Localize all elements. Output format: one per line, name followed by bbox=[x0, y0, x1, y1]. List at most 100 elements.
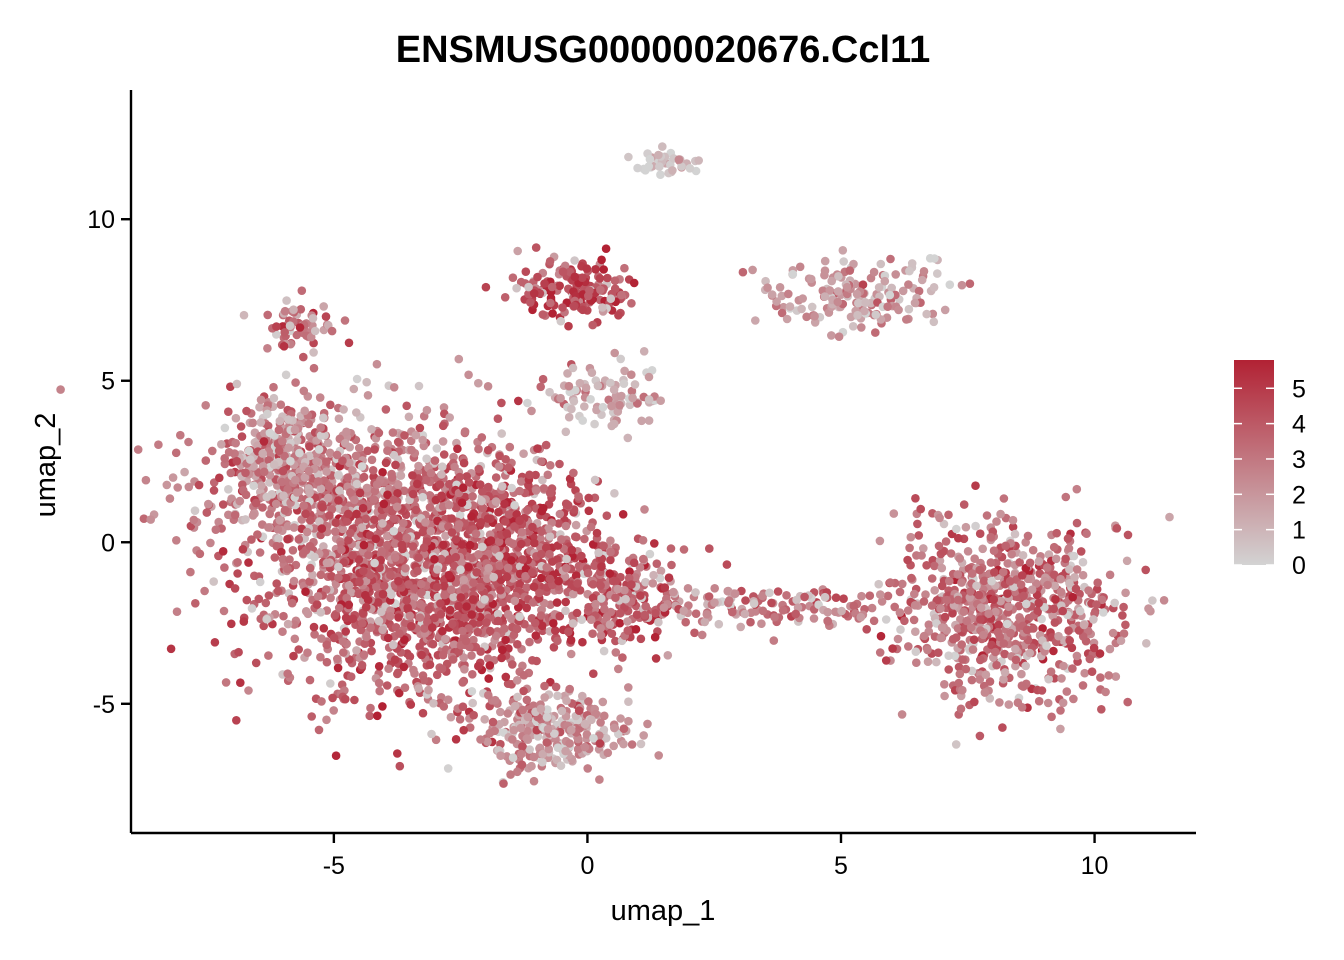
scatter-point bbox=[970, 554, 979, 563]
scatter-point bbox=[344, 509, 353, 519]
scatter-point bbox=[606, 294, 616, 304]
scatter-point bbox=[1049, 542, 1059, 552]
scatter-point bbox=[996, 596, 1005, 606]
scatter-point bbox=[538, 310, 548, 319]
scatter-point bbox=[1044, 674, 1053, 684]
scatter-point bbox=[690, 628, 699, 638]
scatter-point bbox=[359, 650, 369, 659]
scatter-point bbox=[332, 450, 342, 460]
scatter-point bbox=[358, 503, 368, 513]
scatter-point bbox=[316, 652, 325, 662]
scatter-point bbox=[1003, 589, 1012, 598]
scatter-point bbox=[176, 430, 185, 440]
scatter-point bbox=[508, 753, 518, 762]
scatter-point bbox=[578, 305, 587, 315]
scatter-point bbox=[528, 522, 537, 532]
scatter-point bbox=[565, 684, 574, 694]
scatter-point bbox=[589, 669, 598, 678]
scatter-point bbox=[615, 618, 625, 628]
scatter-point bbox=[568, 363, 578, 373]
scatter-point bbox=[264, 523, 273, 532]
scatter-point bbox=[645, 154, 655, 164]
scatter-point bbox=[417, 650, 426, 660]
chart-title: ENSMUSG00000020676.Ccl11 bbox=[396, 29, 930, 71]
scatter-point bbox=[883, 591, 893, 601]
scatter-point bbox=[318, 503, 327, 512]
scatter-point bbox=[373, 711, 382, 721]
scatter-point bbox=[1038, 624, 1047, 633]
scatter-point bbox=[468, 492, 477, 501]
scatter-point bbox=[663, 651, 673, 660]
scatter-point bbox=[545, 387, 554, 397]
scatter-point bbox=[531, 631, 541, 640]
scatter-point bbox=[544, 524, 553, 533]
scatter-point bbox=[374, 678, 384, 688]
scatter-point bbox=[886, 578, 895, 587]
scatter-point bbox=[914, 286, 924, 296]
scatter-point bbox=[955, 554, 965, 563]
scatter-point bbox=[255, 577, 265, 587]
scatter-point bbox=[56, 385, 65, 394]
scatter-point bbox=[220, 563, 229, 572]
scatter-point bbox=[987, 576, 996, 586]
scatter-point bbox=[784, 289, 793, 299]
scatter-point bbox=[502, 529, 512, 538]
scatter-point bbox=[650, 632, 660, 642]
scatter-point bbox=[1029, 624, 1038, 633]
scatter-point bbox=[319, 624, 329, 633]
scatter-point bbox=[584, 506, 594, 516]
scatter-point bbox=[247, 535, 256, 544]
scatter-point bbox=[1016, 580, 1026, 589]
scatter-point bbox=[469, 578, 478, 587]
scatter-point bbox=[449, 640, 459, 649]
scatter-point bbox=[352, 646, 361, 655]
scatter-point bbox=[536, 704, 546, 714]
scatter-point bbox=[540, 693, 549, 702]
scatter-point bbox=[495, 561, 505, 570]
scatter-point bbox=[802, 312, 811, 322]
scatter-point bbox=[957, 640, 966, 649]
scatter-point bbox=[329, 706, 339, 715]
scatter-point bbox=[249, 481, 258, 491]
scatter-point bbox=[810, 311, 819, 321]
scatter-point bbox=[564, 627, 573, 637]
scatter-point bbox=[566, 649, 576, 659]
scatter-point bbox=[276, 400, 286, 410]
scatter-point bbox=[498, 482, 507, 491]
scatter-point bbox=[691, 588, 700, 597]
scatter-point bbox=[1027, 585, 1037, 594]
scatter-point bbox=[1019, 591, 1028, 601]
scatter-point bbox=[405, 611, 415, 621]
scatter-point bbox=[407, 621, 416, 631]
scatter-point bbox=[459, 575, 469, 585]
scatter-point bbox=[966, 623, 976, 632]
scatter-point bbox=[483, 514, 493, 523]
scatter-point bbox=[447, 514, 457, 523]
scatter-point bbox=[1068, 664, 1077, 673]
scatter-point bbox=[644, 395, 654, 404]
scatter-point bbox=[494, 522, 504, 532]
scatter-point bbox=[386, 570, 395, 580]
scatter-point bbox=[621, 594, 630, 604]
scatter-point bbox=[399, 486, 409, 496]
scatter-point bbox=[527, 568, 537, 577]
scatter-point bbox=[305, 488, 314, 498]
scatter-point bbox=[432, 444, 442, 453]
scatter-point bbox=[323, 438, 333, 448]
scatter-point bbox=[996, 509, 1005, 519]
scatter-point bbox=[572, 608, 582, 618]
scatter-point bbox=[1046, 667, 1056, 676]
scatter-point bbox=[617, 290, 626, 300]
scatter-point bbox=[1013, 698, 1023, 707]
scatter-point bbox=[263, 409, 272, 419]
scatter-point bbox=[295, 448, 304, 458]
scatter-point bbox=[904, 304, 914, 314]
scatter-point bbox=[467, 687, 477, 696]
scatter-point bbox=[1052, 528, 1061, 538]
scatter-point bbox=[422, 454, 431, 464]
scatter-point bbox=[166, 644, 176, 654]
scatter-point bbox=[389, 514, 399, 523]
scatter-point bbox=[241, 468, 250, 478]
scatter-point bbox=[655, 162, 664, 171]
scatter-point bbox=[352, 509, 361, 519]
